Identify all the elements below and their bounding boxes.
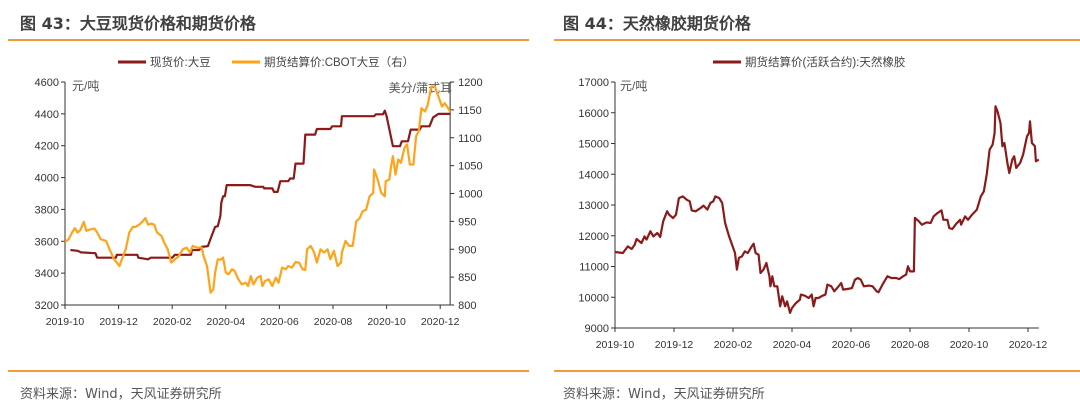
y-tick-label-right: 900 <box>458 244 476 256</box>
y-tick-label-right: 1150 <box>458 105 482 117</box>
x-tick-label: 2020-08 <box>314 316 353 328</box>
y-tick-label: 4200 <box>35 141 59 153</box>
legend-label-0: 现货价:大豆 <box>150 55 211 69</box>
x-tick-label: 2020-04 <box>773 339 812 351</box>
series-line-1 <box>64 85 451 294</box>
series-line-0 <box>614 105 1040 314</box>
y-tick-label: 16000 <box>578 108 609 120</box>
x-tick-label: 2019-12 <box>655 339 694 351</box>
x-tick-label: 2020-10 <box>367 316 406 328</box>
y-axis-unit-left: 元/吨 <box>620 79 647 93</box>
y-tick-label: 3600 <box>35 236 59 248</box>
x-tick-label: 2020-06 <box>832 339 871 351</box>
x-tick-label: 2020-10 <box>950 339 989 351</box>
y-tick-label: 14000 <box>578 169 609 181</box>
x-tick-label: 2020-12 <box>1009 339 1048 351</box>
source-divider <box>554 370 1080 372</box>
y-tick-label: 15000 <box>578 139 609 151</box>
y-tick-label: 9000 <box>585 323 609 335</box>
x-tick-label: 2019-10 <box>596 339 635 351</box>
x-tick-label: 2020-08 <box>891 339 930 351</box>
x-tick-label: 2020-06 <box>260 316 299 328</box>
y-tick-label-right: 800 <box>458 300 476 312</box>
y-tick-label: 3200 <box>35 300 59 312</box>
y-tick-label: 12000 <box>578 231 609 243</box>
y-axis-unit-left: 元/吨 <box>72 79 99 93</box>
figure-title-44: 图 44：天然橡胶期货价格 <box>563 14 751 33</box>
y-tick-label: 13000 <box>578 200 609 212</box>
y-axis-unit-right: 美分/蒲式耳 <box>389 81 452 95</box>
title-divider <box>8 39 529 41</box>
title-divider <box>554 39 1080 41</box>
x-tick-label: 2020-02 <box>714 339 753 351</box>
y-tick-label-right: 1200 <box>458 77 482 89</box>
y-tick-label-right: 1050 <box>458 161 482 173</box>
y-tick-label: 3800 <box>35 204 59 216</box>
y-tick-label: 4000 <box>35 173 59 185</box>
y-tick-label-right: 1100 <box>458 133 482 145</box>
source-note: 资料来源：Wind，天风证券研究所 <box>563 387 765 402</box>
source-note: 资料来源：Wind，天风证券研究所 <box>20 387 222 402</box>
legend-label-1: 期货结算价:CBOT大豆（右） <box>264 55 414 69</box>
y-tick-label: 17000 <box>578 77 609 89</box>
y-tick-label-right: 950 <box>458 216 476 228</box>
y-tick-label-right: 850 <box>458 272 476 284</box>
x-tick-label: 2020-12 <box>421 316 460 328</box>
x-tick-label: 2019-10 <box>46 316 85 328</box>
figure-title-43: 图 43：大豆现货价格和期货价格 <box>20 14 256 33</box>
x-tick-label: 2019-12 <box>99 316 138 328</box>
legend-label-0: 期货结算价(活跃合约):天然橡胶 <box>745 55 906 69</box>
y-tick-label: 10000 <box>578 292 609 304</box>
y-tick-label: 4600 <box>35 77 59 89</box>
series-line-0 <box>70 109 450 261</box>
y-tick-label: 4400 <box>35 109 59 121</box>
y-tick-label: 11000 <box>579 262 609 274</box>
source-divider <box>8 370 529 372</box>
y-tick-label: 3400 <box>35 268 59 280</box>
x-tick-label: 2020-04 <box>207 316 246 328</box>
x-tick-label: 2020-02 <box>153 316 192 328</box>
y-tick-label-right: 1000 <box>458 189 482 201</box>
